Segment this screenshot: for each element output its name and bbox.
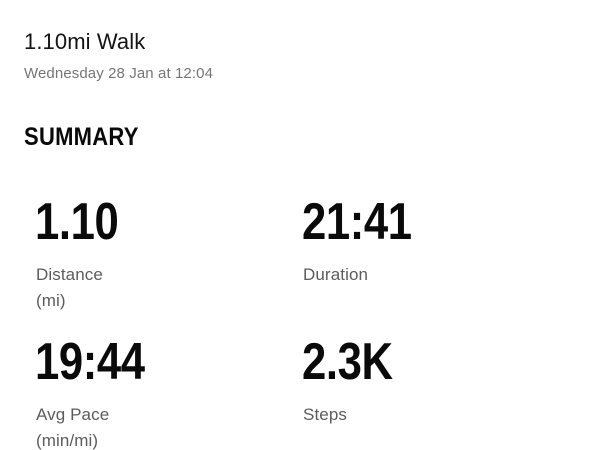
metric-label: Avg Pace xyxy=(36,405,110,424)
metric-duration: 21:41 Duration xyxy=(302,196,600,336)
page-title: 1.10mi Walk xyxy=(24,29,146,54)
metric-value: 21:41 xyxy=(302,193,412,251)
metric-steps: 2.3K Steps xyxy=(302,336,600,450)
metric-unit: (mi) xyxy=(36,291,66,310)
summary-section-heading: SUMMARY xyxy=(24,123,139,151)
metric-unit: (min/mi) xyxy=(36,431,99,450)
metric-label: Distance xyxy=(36,265,103,284)
metric-value: 19:44 xyxy=(35,333,145,391)
summary-metrics-grid: 1.10 Distance (mi) 21:41 Duration 19:44 … xyxy=(0,196,600,450)
metric-label: Duration xyxy=(303,265,369,284)
metric-distance: 1.10 Distance (mi) xyxy=(35,196,302,336)
metric-value: 1.10 xyxy=(35,193,119,251)
metric-label: Steps xyxy=(303,405,347,424)
activity-header: 1.10mi Walk Wednesday 28 Jan at 12:04 xyxy=(24,28,576,84)
activity-datetime: Wednesday 28 Jan at 12:04 xyxy=(24,65,214,82)
metric-avg-pace: 19:44 Avg Pace (min/mi) xyxy=(35,336,302,450)
metric-value: 2.3K xyxy=(302,333,393,391)
